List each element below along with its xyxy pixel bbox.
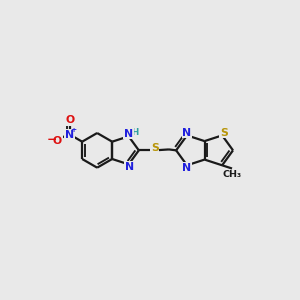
Text: H: H — [131, 128, 139, 137]
Text: N: N — [124, 129, 133, 139]
Text: −: − — [47, 133, 57, 146]
Text: N: N — [182, 128, 192, 138]
Text: O: O — [65, 115, 74, 125]
Text: N: N — [65, 130, 74, 140]
Text: N: N — [125, 162, 134, 172]
Text: CH₃: CH₃ — [223, 170, 242, 179]
Text: S: S — [220, 128, 228, 138]
Text: N: N — [182, 163, 192, 173]
Text: +: + — [70, 128, 76, 134]
Text: S: S — [151, 142, 159, 153]
Text: O: O — [53, 136, 62, 146]
